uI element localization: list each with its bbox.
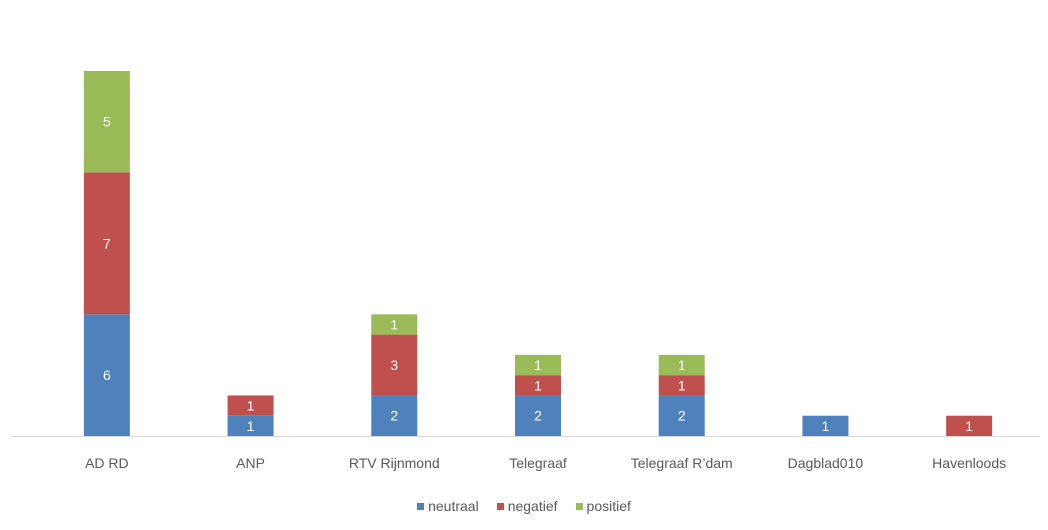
bar-negatief-2 bbox=[371, 334, 418, 396]
data-label-positief-0: 5 bbox=[103, 114, 111, 130]
x-tick-label-4: Telegraaf R’dam bbox=[631, 455, 733, 471]
legend-label-negatief: negatief bbox=[507, 498, 558, 514]
data-label-negatief-6: 1 bbox=[965, 418, 973, 434]
data-label-positief-3: 1 bbox=[534, 357, 542, 373]
legend-swatch-positief bbox=[575, 502, 583, 510]
x-tick-label-6: Havenloods bbox=[932, 455, 1006, 471]
data-label-positief-2: 1 bbox=[390, 316, 398, 332]
bar-negatief-3 bbox=[515, 375, 561, 396]
data-label-neutraal-5: 1 bbox=[822, 418, 830, 434]
data-label-negatief-4: 1 bbox=[678, 377, 686, 393]
legend-item-positief: positief bbox=[575, 498, 631, 514]
x-tick-label-0: AD RD bbox=[85, 455, 129, 471]
bar-neutraal-0 bbox=[83, 314, 130, 436]
bar-neutraal-4 bbox=[658, 395, 705, 436]
bar-negatief-1 bbox=[227, 395, 274, 416]
bar-neutraal-5 bbox=[802, 415, 849, 436]
bar-neutraal-2 bbox=[371, 395, 418, 436]
bar-negatief-4 bbox=[658, 375, 705, 396]
data-label-negatief-3: 1 bbox=[534, 377, 542, 393]
bar-neutraal-3 bbox=[515, 395, 561, 436]
legend-swatch-negatief bbox=[496, 502, 504, 510]
x-tick-label-2: RTV Rijnmond bbox=[349, 455, 440, 471]
x-tick-label-1: ANP bbox=[236, 455, 265, 471]
bar-neutraal-1 bbox=[227, 415, 274, 436]
bar-positief-2 bbox=[371, 314, 418, 335]
legend-label-positief: positief bbox=[586, 498, 631, 514]
data-label-neutraal-2: 2 bbox=[390, 408, 398, 424]
bar-negatief-0 bbox=[83, 172, 130, 315]
data-label-positief-4: 1 bbox=[678, 357, 686, 373]
data-label-neutraal-1: 1 bbox=[247, 418, 255, 434]
legend-label-neutraal: neutraal bbox=[428, 498, 479, 514]
chart-legend: neutraal negatief positief bbox=[0, 493, 1048, 519]
data-label-negatief-0: 7 bbox=[103, 235, 111, 251]
legend-swatch-neutraal bbox=[417, 502, 425, 510]
bar-positief-3 bbox=[515, 354, 561, 376]
data-label-negatief-2: 3 bbox=[390, 357, 398, 373]
data-label-neutraal-3: 2 bbox=[534, 408, 542, 424]
x-tick-label-5: Dagblad010 bbox=[788, 455, 864, 471]
bar-positief-0 bbox=[83, 71, 130, 173]
bar-negatief-6 bbox=[946, 415, 993, 436]
legend-item-neutraal: neutraal bbox=[417, 498, 479, 514]
legend-item-negatief: negatief bbox=[496, 498, 558, 514]
x-tick-label-3: Telegraaf bbox=[509, 455, 567, 471]
data-label-negatief-1: 1 bbox=[247, 398, 255, 414]
bar-positief-4 bbox=[658, 354, 705, 376]
data-label-neutraal-4: 2 bbox=[678, 408, 686, 424]
data-label-neutraal-0: 6 bbox=[103, 367, 111, 383]
